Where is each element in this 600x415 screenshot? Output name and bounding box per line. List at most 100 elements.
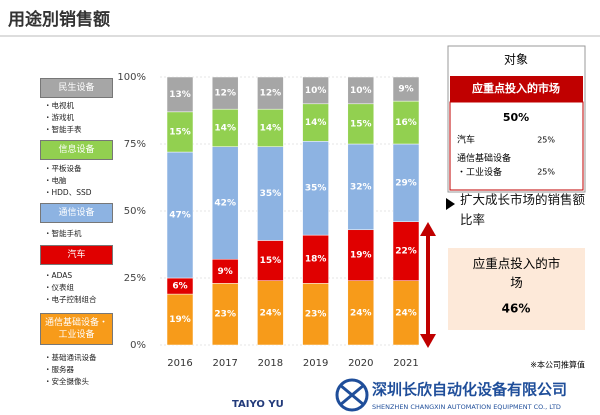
value-label: 42% bbox=[214, 198, 236, 208]
company-en: SHENZHEN CHANGXIN AUTOMATION EQUIPMENT C… bbox=[372, 403, 561, 411]
target-heading: 对象 bbox=[504, 53, 528, 67]
focus-label: 应重点投入的市场 bbox=[472, 256, 561, 290]
target-row-value: 25% bbox=[537, 168, 555, 177]
legend-entry: 汽车 bbox=[40, 245, 113, 265]
bar-segment bbox=[211, 283, 239, 346]
y-tick-label: 75% bbox=[124, 139, 146, 150]
x-tick-label: 2016 bbox=[167, 358, 192, 369]
value-label: 23% bbox=[305, 310, 327, 320]
legend-note: 电视机 bbox=[44, 100, 75, 111]
bar-segment bbox=[302, 76, 329, 105]
x-tick-label: 2020 bbox=[348, 358, 373, 369]
x-tick-label: 2017 bbox=[212, 358, 237, 369]
target-row-value: 25% bbox=[537, 136, 555, 145]
legend-note: 基础通讯设备 bbox=[44, 352, 97, 363]
legend-note: 电子控制组合 bbox=[44, 294, 97, 305]
value-label: 35% bbox=[260, 189, 282, 199]
target-row-label: 汽车 bbox=[457, 134, 475, 146]
legend-note: 游戏机 bbox=[44, 112, 75, 123]
target-row-label: 通信基础设备・工业设备 bbox=[457, 152, 511, 178]
legend-note: 平板设备 bbox=[44, 163, 82, 174]
value-label: 23% bbox=[214, 310, 236, 320]
value-label: 12% bbox=[260, 89, 282, 99]
legend-entry: 通信设备 bbox=[40, 203, 113, 223]
bar-segment bbox=[257, 108, 284, 147]
legend-note: 智能手机 bbox=[44, 228, 82, 239]
value-label: 10% bbox=[305, 86, 327, 96]
value-label: 9% bbox=[218, 267, 233, 277]
bar-segment bbox=[392, 143, 420, 222]
target-total: 50% bbox=[503, 111, 529, 124]
x-tick-label: 2018 bbox=[258, 358, 283, 369]
legend-note: 安全摄像头 bbox=[44, 376, 90, 387]
y-tick-label: 25% bbox=[124, 273, 146, 284]
bar-segment bbox=[211, 146, 239, 260]
pointer bbox=[446, 198, 455, 210]
value-label: 29% bbox=[395, 178, 417, 188]
bar-segment bbox=[166, 111, 194, 153]
legend-note: 服务器 bbox=[44, 364, 75, 375]
bar-segment bbox=[392, 76, 420, 102]
bar-segment bbox=[166, 151, 194, 279]
growth-text: 扩大成长市场的销售额比率 bbox=[460, 192, 586, 227]
focus-value: 46% bbox=[502, 302, 531, 316]
value-label: 24% bbox=[350, 308, 372, 318]
value-label: 24% bbox=[260, 308, 282, 318]
legend-entry: 通信基础设备・工业设备 bbox=[40, 313, 113, 345]
arrow-head bbox=[420, 334, 436, 348]
value-label: 19% bbox=[350, 251, 372, 261]
bar-segment bbox=[347, 76, 375, 105]
value-label: 15% bbox=[169, 127, 191, 137]
value-label: 6% bbox=[172, 282, 187, 292]
value-label: 14% bbox=[214, 123, 236, 133]
target-banner: 应重点投入的市场 bbox=[472, 81, 560, 95]
target-banner-bg bbox=[450, 76, 583, 102]
legend-note: 仪表组 bbox=[44, 282, 75, 293]
brand: TAIYO YU bbox=[232, 399, 284, 410]
target-body bbox=[449, 101, 584, 191]
value-label: 13% bbox=[169, 90, 191, 100]
x-tick-label: 2021 bbox=[393, 358, 418, 369]
value-label: 14% bbox=[305, 118, 327, 128]
footnote: ※本公司推算值 bbox=[530, 360, 585, 370]
bar-segment bbox=[257, 240, 284, 281]
growth-box: 扩大成长市场的销售额比率 bbox=[460, 192, 586, 227]
value-label: 47% bbox=[169, 211, 191, 221]
x-tick-label: 2019 bbox=[303, 358, 328, 369]
focus-box bbox=[448, 248, 585, 330]
focus-label-box: 应重点投入的市场 bbox=[472, 256, 561, 290]
bar-segment bbox=[257, 76, 284, 110]
page-title: 用途別销售额 bbox=[8, 9, 110, 30]
bar-segment bbox=[166, 76, 194, 113]
value-label: 12% bbox=[214, 89, 236, 99]
value-label: 18% bbox=[305, 255, 327, 265]
legend-note: 电脑 bbox=[44, 175, 67, 186]
bar-segment bbox=[257, 146, 284, 241]
legend-note: ADAS bbox=[44, 270, 73, 281]
bar-segment bbox=[302, 283, 329, 346]
value-label: 9% bbox=[398, 85, 413, 95]
value-label: 22% bbox=[395, 247, 417, 257]
value-label: 14% bbox=[260, 123, 282, 133]
bar-segment bbox=[166, 293, 194, 346]
arrow-head bbox=[420, 222, 436, 236]
y-tick-label: 50% bbox=[124, 206, 146, 217]
bar-segment bbox=[347, 280, 375, 346]
value-label: 32% bbox=[350, 182, 372, 192]
bar-segment bbox=[392, 100, 420, 145]
value-label: 16% bbox=[395, 118, 417, 128]
bar-segment bbox=[347, 229, 375, 281]
y-tick-label: 100% bbox=[117, 72, 146, 83]
legend-entry: 民生设备 bbox=[40, 78, 113, 98]
value-label: 15% bbox=[260, 256, 282, 266]
company: 深圳长欣自动化设备有限公司 bbox=[372, 381, 567, 399]
bar-segment bbox=[347, 143, 375, 231]
legend-note: HDD、SSD bbox=[44, 187, 92, 198]
value-label: 10% bbox=[350, 86, 372, 96]
value-label: 19% bbox=[169, 315, 191, 325]
legend-note: 智能手表 bbox=[44, 124, 82, 135]
value-label: 15% bbox=[350, 119, 372, 129]
value-label: 24% bbox=[395, 308, 417, 318]
